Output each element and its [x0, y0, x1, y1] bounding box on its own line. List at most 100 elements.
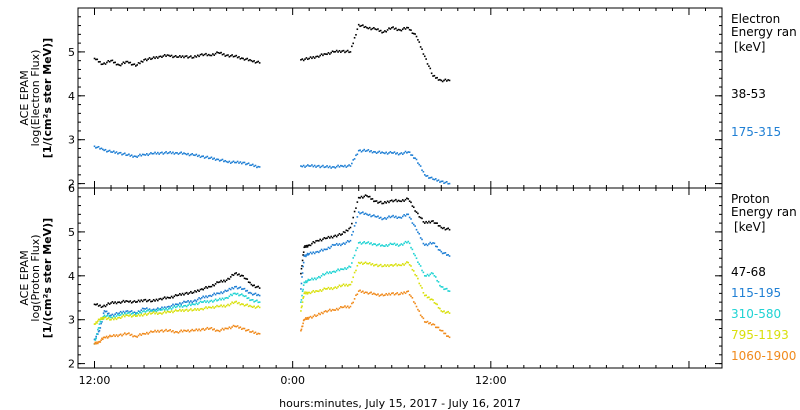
data-point [382, 245, 385, 247]
data-point [351, 262, 353, 264]
data-point [216, 299, 218, 302]
data-point [115, 318, 118, 321]
data-point [368, 150, 371, 153]
data-point [312, 289, 315, 292]
data-point [132, 335, 134, 338]
data-point [177, 304, 180, 307]
data-point [326, 237, 328, 239]
data-point [448, 290, 451, 292]
data-point [386, 153, 389, 155]
data-point [209, 157, 211, 159]
data-point [309, 244, 312, 247]
data-point [207, 328, 210, 330]
data-point [428, 322, 430, 325]
data-point [258, 301, 261, 303]
data-point [362, 263, 364, 265]
data-point [101, 338, 104, 341]
data-point [258, 166, 261, 168]
data-point [201, 301, 203, 303]
data-point [110, 316, 112, 319]
data-point [404, 215, 407, 217]
data-point [335, 235, 338, 238]
data-point [395, 215, 397, 218]
data-point [331, 236, 334, 239]
data-point [355, 207, 357, 209]
data-point [99, 327, 102, 329]
data-point [203, 287, 206, 290]
data-point [198, 309, 200, 312]
data-point [168, 152, 170, 154]
data-point [366, 213, 368, 216]
data-point [439, 249, 441, 251]
data-point [323, 310, 326, 313]
data-point [251, 306, 254, 309]
data-point [220, 329, 222, 331]
data-point [423, 321, 426, 323]
data-point [187, 293, 189, 295]
data-point [362, 290, 364, 293]
data-point [231, 301, 233, 304]
data-point [342, 165, 345, 168]
data-point [392, 243, 394, 246]
legend-entry-38-53: 38-53 [731, 87, 766, 101]
data-point [344, 231, 346, 234]
data-point [392, 214, 394, 217]
data-point [400, 217, 403, 219]
data-point [195, 300, 198, 302]
data-point [184, 292, 187, 295]
data-point [344, 305, 346, 307]
data-point [401, 28, 404, 31]
data-point [137, 310, 140, 312]
data-point [158, 308, 160, 310]
data-point [133, 155, 136, 157]
data-point [246, 278, 249, 280]
data-point [421, 217, 423, 220]
data-point [141, 307, 144, 310]
data-point [184, 152, 187, 155]
data-point [422, 221, 425, 223]
data-point [191, 57, 194, 59]
data-point [437, 79, 440, 81]
data-point [95, 147, 97, 149]
data-point [118, 334, 121, 336]
data-point [112, 318, 115, 321]
data-point [96, 341, 98, 344]
data-point [123, 315, 126, 318]
data-point [302, 288, 304, 291]
data-point [403, 27, 405, 29]
data-point [338, 49, 341, 52]
data-point [235, 300, 238, 303]
data-point [169, 311, 171, 313]
data-point [209, 306, 211, 309]
data-point [329, 53, 331, 55]
data-point [104, 63, 107, 65]
data-point [329, 165, 331, 168]
data-point [229, 293, 232, 296]
data-point [148, 57, 151, 59]
data-point [330, 287, 332, 289]
data-point [352, 257, 355, 259]
data-point [238, 273, 240, 275]
data-point [158, 55, 160, 58]
data-point [158, 312, 160, 314]
data-point [227, 277, 229, 280]
data-point [176, 294, 178, 297]
data-point [213, 292, 216, 295]
data-point [425, 294, 427, 297]
data-point [234, 325, 236, 328]
data-point [216, 158, 218, 161]
data-point [223, 291, 225, 293]
data-point [333, 235, 335, 238]
data-point [302, 59, 305, 62]
data-point [337, 234, 339, 236]
data-point [221, 281, 224, 283]
data-point [173, 310, 176, 313]
data-point [338, 232, 341, 235]
data-point [410, 201, 412, 204]
data-point [99, 148, 101, 150]
data-point [346, 285, 349, 287]
data-point [360, 24, 363, 27]
data-point [146, 331, 148, 334]
data-point [437, 248, 440, 251]
data-point [388, 152, 390, 154]
